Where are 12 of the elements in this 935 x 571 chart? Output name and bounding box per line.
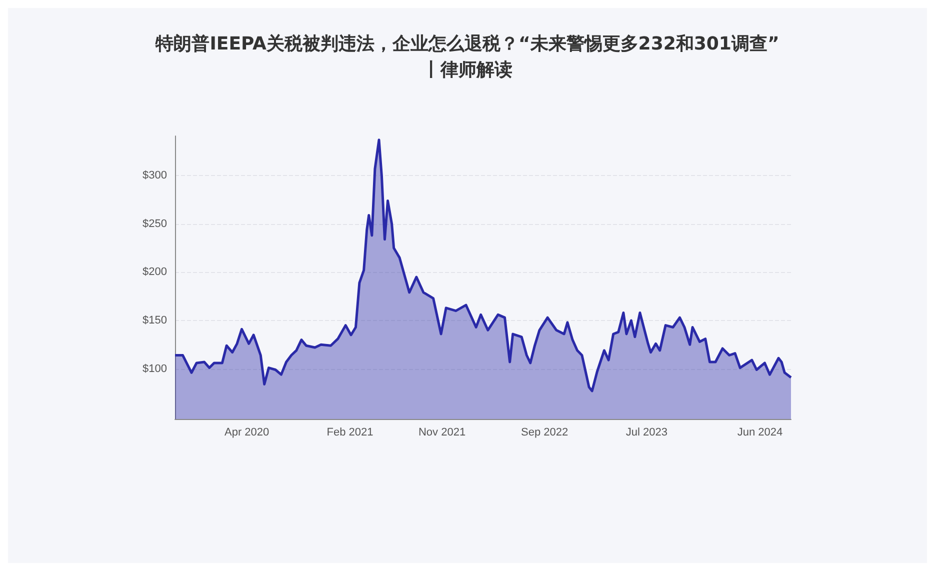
y-tick-label: $150 [142, 314, 167, 326]
y-tick-label: $200 [142, 266, 167, 278]
y-tick-label: $100 [142, 362, 167, 375]
chart-title: 特朗普IEEPA关税被判违法，企业怎么退税？“未来警惕更多232和301调查”丨律师解读 [154, 34, 780, 80]
x-tick-label: Sep 2022 [520, 426, 568, 438]
y-tick-label: $300 [142, 170, 167, 182]
x-tick-label: Apr 2020 [224, 426, 270, 438]
x-tick-label: Jun 2024 [737, 426, 783, 438]
x-tick-label: Feb 2021 [326, 426, 374, 438]
x-tick-label: Nov 2021 [418, 426, 466, 438]
y-tick-label: $250 [142, 218, 167, 230]
x-tick-label: Jul 2023 [626, 426, 668, 438]
